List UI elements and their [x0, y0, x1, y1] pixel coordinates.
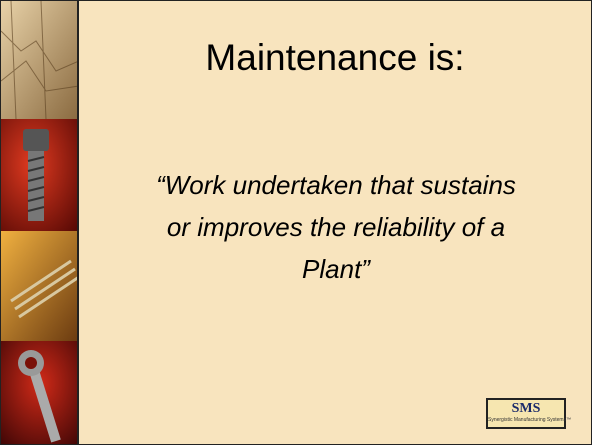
quote-line: Plant” [93, 248, 579, 290]
title: Maintenance is: [79, 37, 591, 79]
logo-name: SMS [488, 401, 564, 416]
logo-tagline: Synergistic Manufacturing Systems™ [488, 416, 564, 424]
slide: Maintenance is: “Work undertaken that su… [0, 0, 592, 445]
quote-line: “Work undertaken that sustains [93, 164, 579, 206]
image-strip [1, 1, 79, 445]
logo: SMS Synergistic Manufacturing Systems™ [486, 398, 566, 429]
quote: “Work undertaken that sustains or improv… [93, 164, 579, 290]
quote-line: or improves the reliability of a [93, 206, 579, 248]
